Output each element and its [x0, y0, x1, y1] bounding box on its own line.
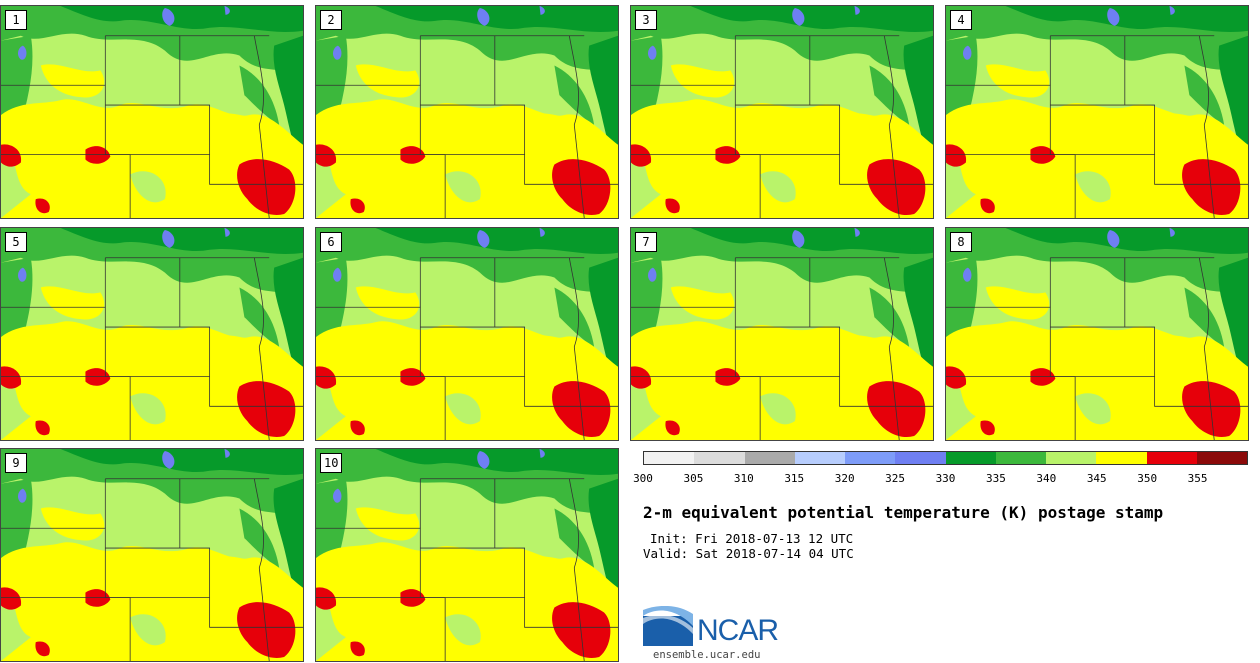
- colorbar-segment: [845, 452, 896, 464]
- colorbar-segment: [945, 452, 996, 464]
- colorbar-tick-label: 330: [935, 472, 956, 485]
- site-url: ensemble.ucar.edu: [653, 649, 761, 661]
- colorbar-tick-label: 305: [683, 472, 704, 485]
- map-image: [946, 228, 1248, 440]
- colorbar-segment: [895, 452, 946, 464]
- map-image: [1, 449, 303, 661]
- panel-number: 5: [5, 232, 27, 252]
- panel-number: 10: [320, 453, 343, 473]
- map-panel: 9: [0, 448, 304, 662]
- panel-number: 2: [320, 10, 342, 30]
- colorbar-tick-label: 345: [1086, 472, 1107, 485]
- map-panel: 10: [315, 448, 619, 662]
- colorbar-tick-label: 320: [834, 472, 855, 485]
- colorbar-tick-label: 355: [1187, 472, 1208, 485]
- map-image: [631, 228, 933, 440]
- panel-number: 9: [5, 453, 27, 473]
- colorbar: [643, 451, 1248, 465]
- init-time: Init: Fri 2018-07-13 12 UTC: [650, 531, 854, 546]
- map-image: [1, 228, 303, 440]
- colorbar-tick-label: 350: [1137, 472, 1158, 485]
- panel-number: 6: [320, 232, 342, 252]
- ncar-logo-icon: [643, 606, 693, 646]
- colorbar-tick-label: 340: [1036, 472, 1057, 485]
- panel-number: 7: [635, 232, 657, 252]
- map-image: [946, 6, 1248, 218]
- chart-title: 2-m equivalent potential temperature (K)…: [643, 503, 1164, 522]
- colorbar-segment: [794, 452, 845, 464]
- map-panel: 1: [0, 5, 304, 219]
- colorbar-segment: [1146, 452, 1197, 464]
- map-panel: 7: [630, 227, 934, 441]
- colorbar-tick-label: 325: [885, 472, 906, 485]
- map-panel: 6: [315, 227, 619, 441]
- map-image: [316, 6, 618, 218]
- colorbar-segment: [1096, 452, 1147, 464]
- map-panel: 5: [0, 227, 304, 441]
- colorbar-segment: [744, 452, 795, 464]
- colorbar-segment: [1196, 452, 1247, 464]
- colorbar-segment: [644, 452, 695, 464]
- map-image: [316, 228, 618, 440]
- map-panel: 4: [945, 5, 1249, 219]
- valid-time: Valid: Sat 2018-07-14 04 UTC: [643, 546, 854, 561]
- colorbar-segment: [995, 452, 1046, 464]
- logo-text: NCAR: [697, 614, 779, 647]
- map-image: [631, 6, 933, 218]
- map-panel: 3: [630, 5, 934, 219]
- map-panel: 2: [315, 5, 619, 219]
- map-image: [1, 6, 303, 218]
- map-panel: 8: [945, 227, 1249, 441]
- colorbar-segment: [694, 452, 745, 464]
- panel-number: 8: [950, 232, 972, 252]
- map-image: [316, 449, 618, 661]
- panel-number: 1: [5, 10, 27, 30]
- colorbar-tick-label: 300: [633, 472, 653, 485]
- colorbar-tick-label: 315: [784, 472, 805, 485]
- panel-number: 4: [950, 10, 972, 30]
- colorbar-ticks: 300 305 310 315 320 325 330 335 340 345 350 355: [633, 472, 1248, 486]
- colorbar-tick-label: 335: [985, 472, 1006, 485]
- panel-number: 3: [635, 10, 657, 30]
- colorbar-segment: [1046, 452, 1097, 464]
- colorbar-tick-label: 310: [733, 472, 754, 485]
